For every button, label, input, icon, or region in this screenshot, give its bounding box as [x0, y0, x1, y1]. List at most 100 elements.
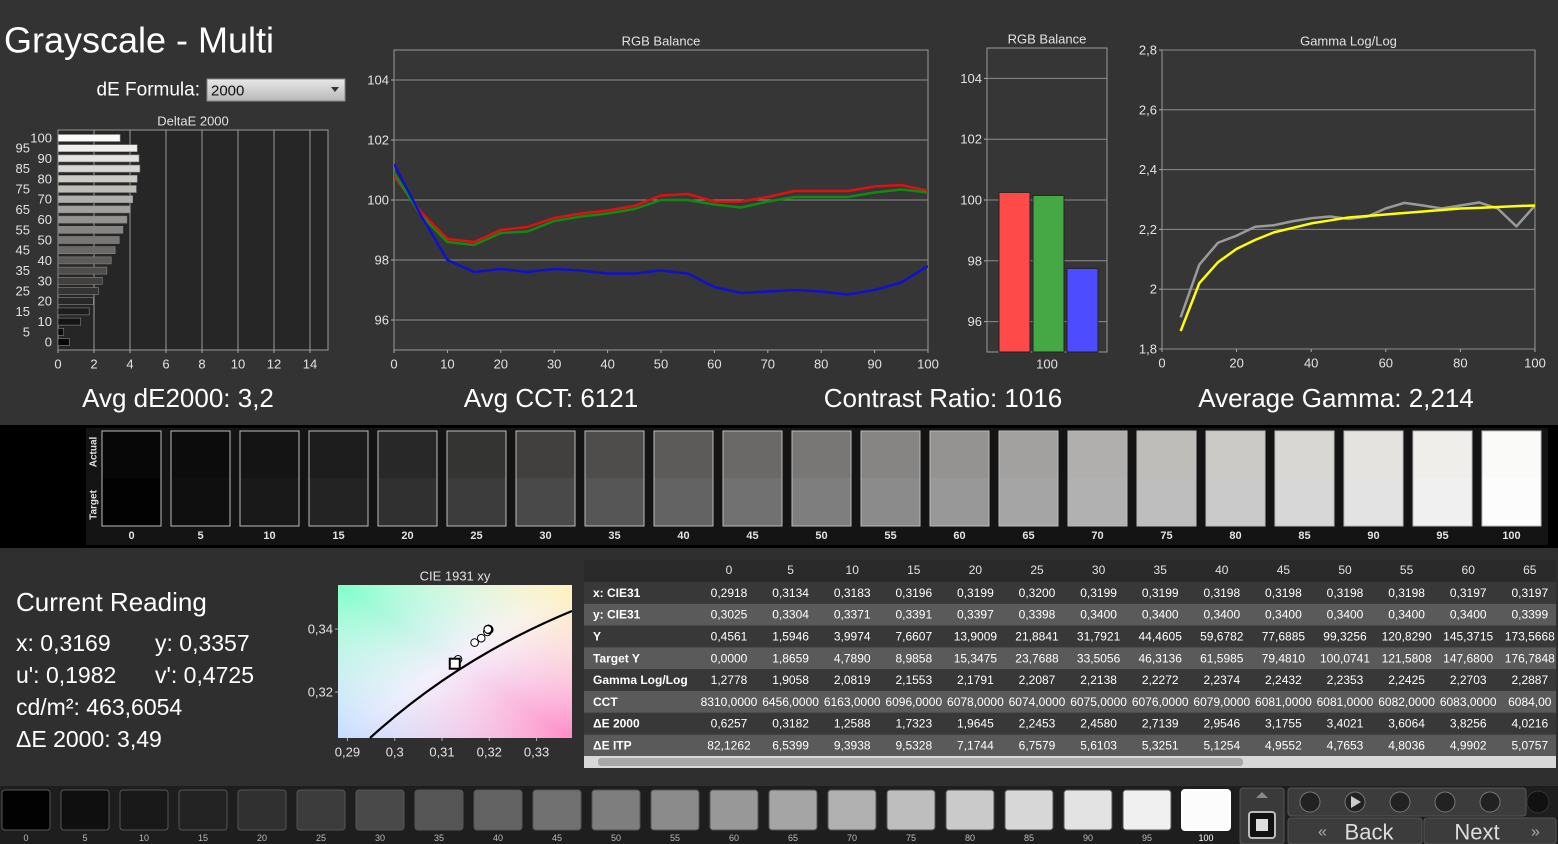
bar — [57, 327, 65, 336]
reading-value: y: 0,3357 — [155, 630, 250, 656]
table-cell: 145,3715 — [1443, 630, 1493, 644]
swatch-frame — [860, 430, 921, 527]
actual-swatch — [654, 431, 713, 478]
formula-label: dE Formula: — [97, 80, 200, 101]
loop-button[interactable] — [1434, 791, 1456, 813]
table-cell: 6082,0000 — [1378, 695, 1435, 709]
target-swatch — [1137, 478, 1196, 526]
table-cell: 2,2453 — [1019, 717, 1056, 731]
swatch-label: 85 — [1298, 530, 1310, 542]
step-button[interactable] — [709, 789, 759, 831]
step-button[interactable] — [296, 789, 346, 831]
step-button[interactable] — [414, 789, 464, 831]
step-button[interactable] — [473, 789, 523, 831]
table-cell: 3,9974 — [834, 630, 871, 644]
x-tick-label: 12 — [267, 357, 281, 372]
bar — [57, 256, 112, 265]
table-cell: 7,1744 — [957, 739, 994, 753]
table-cell: 3,1755 — [1265, 717, 1302, 731]
table-cell: 6084,00 — [1508, 695, 1552, 709]
next-button[interactable] — [1423, 817, 1557, 844]
x-tick-label: 80 — [814, 357, 828, 372]
row-label: x: CIE31 — [593, 586, 641, 600]
step-button[interactable] — [650, 789, 700, 831]
actual-swatch — [930, 431, 989, 478]
step-button[interactable] — [178, 789, 228, 831]
y-tick-label: 96 — [968, 314, 982, 329]
chart-title: RGB Balance — [1008, 32, 1087, 47]
actual-label: Actual — [89, 436, 100, 467]
step-button[interactable] — [1122, 789, 1172, 831]
step-button[interactable] — [1, 789, 51, 831]
table-cell: 8310,0000 — [701, 695, 758, 709]
column-header: 65 — [1523, 563, 1537, 577]
step-button[interactable] — [945, 789, 995, 831]
y-tick-label: 98 — [375, 253, 389, 268]
table-cell: 120,8290 — [1382, 630, 1432, 644]
table-cell: 2,2087 — [1019, 673, 1056, 687]
refresh-button[interactable] — [1479, 791, 1501, 813]
step-button[interactable] — [119, 789, 169, 831]
step-button[interactable] — [1004, 789, 1054, 831]
table-cell: 6079,0000 — [1193, 695, 1250, 709]
step-button[interactable] — [355, 789, 405, 831]
table-cell: 0,3400 — [1080, 608, 1117, 622]
table-cell: 6075,0000 — [1070, 695, 1127, 709]
step-button[interactable] — [768, 789, 818, 831]
row-label: y: CIE31 — [593, 608, 641, 622]
actual-swatch — [723, 431, 782, 478]
step-button[interactable] — [237, 789, 287, 831]
column-header: 45 — [1277, 563, 1291, 577]
next-label: Next — [1454, 820, 1499, 844]
y-tick-label: 2,6 — [1139, 102, 1157, 117]
back-label: Back — [1345, 820, 1395, 844]
table-cell: 2,1553 — [895, 673, 932, 687]
table-cell: 0,4561 — [711, 630, 748, 644]
step-button[interactable] — [591, 789, 641, 831]
target-swatch — [102, 478, 161, 526]
step-button[interactable] — [1063, 789, 1113, 831]
table-cell: 1,9645 — [957, 717, 994, 731]
frame-button[interactable] — [1389, 791, 1411, 813]
dropdown-arrow — [331, 87, 339, 92]
swatch-frame — [239, 430, 300, 527]
target-swatch — [171, 478, 230, 526]
swatch-label: 45 — [746, 530, 758, 542]
column-header: 35 — [1154, 563, 1168, 577]
bar — [57, 317, 81, 326]
formula-dropdown[interactable] — [206, 78, 346, 102]
summary-stat: Avg CCT: 6121 — [464, 383, 638, 413]
step-button[interactable] — [827, 789, 877, 831]
x-tick-label: 40 — [1304, 356, 1318, 371]
table-cell: 6078,0000 — [947, 695, 1004, 709]
y-tick-label: 90 — [38, 151, 52, 166]
summary-stat: Avg dE2000: 3,2 — [82, 383, 274, 413]
step-label: 10 — [139, 833, 149, 843]
y-tick-label: 30 — [38, 273, 52, 288]
swatch-label: 65 — [1022, 530, 1034, 542]
step-label: 80 — [965, 833, 975, 843]
table-cell: 6081,0000 — [1255, 695, 1312, 709]
table-cell: 5,0757 — [1511, 739, 1548, 753]
swatch-label: 70 — [1091, 530, 1103, 542]
bar — [57, 266, 108, 275]
next-icon: » — [1531, 824, 1540, 841]
step-button[interactable] — [60, 789, 110, 831]
table-cell: 4,7890 — [834, 651, 871, 665]
target-swatch — [792, 478, 851, 526]
target-swatch — [1275, 478, 1334, 526]
stop-button[interactable] — [1299, 791, 1321, 813]
swatch-label: 100 — [1502, 530, 1520, 542]
step-button[interactable] — [532, 789, 582, 831]
swatch-label: 10 — [263, 530, 275, 542]
target-swatch — [1344, 478, 1403, 526]
bar — [57, 236, 120, 244]
column-header: 0 — [726, 563, 733, 577]
step-button[interactable] — [886, 789, 936, 831]
step-button[interactable] — [1181, 789, 1231, 831]
back-button[interactable] — [1287, 817, 1423, 844]
stop-icon — [1256, 819, 1268, 831]
y-tick-label: 98 — [968, 253, 982, 268]
y-tick-label: 1,8 — [1139, 342, 1157, 357]
swatch-frame — [377, 430, 438, 527]
